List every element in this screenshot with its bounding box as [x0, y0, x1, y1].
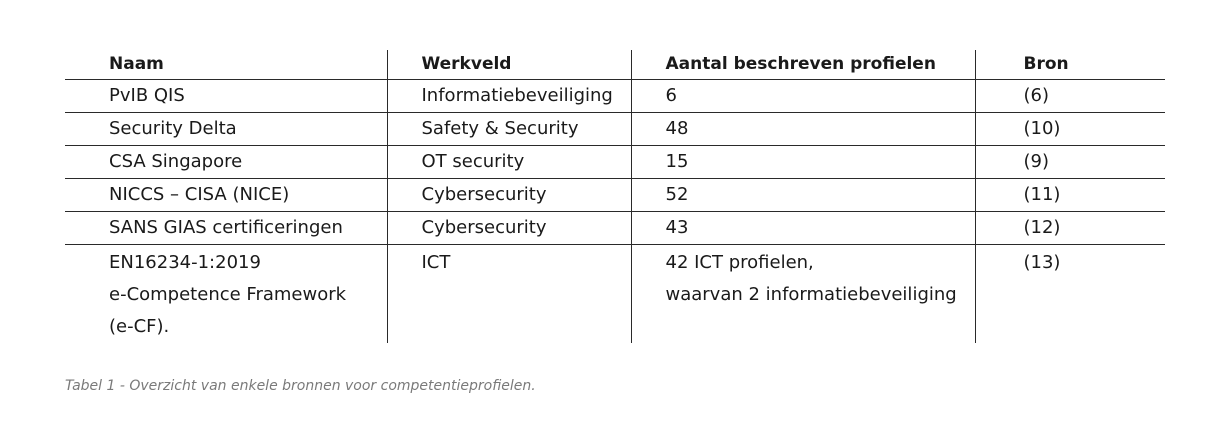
cell-naam-line: e-Competence Framework	[109, 284, 347, 305]
cell-werkveld: Cybersecurity	[386, 178, 631, 212]
cell-naam-line: NICCS – CISA (NICE)	[109, 184, 290, 205]
cell-aantal: 15	[630, 145, 975, 179]
cell-aantal-line: 42 ICT profielen,	[665, 252, 814, 273]
cell-naam: SANS GIAS certificeringen	[65, 211, 387, 245]
header-bron: Bron	[974, 50, 1165, 80]
table-row: NICCS – CISA (NICE) Cybersecurity 52 (11)	[65, 178, 1165, 212]
cell-aantal-line: waarvan 2 informatiebeveiliging	[665, 284, 957, 305]
table-row: EN16234-1:2019 e-Competence Framework (e-C…	[65, 244, 1165, 344]
header-naam: Naam	[65, 50, 387, 80]
competence-sources-table-container: Naam Werkveld Aantal beschreven profiele…	[65, 50, 1165, 343]
cell-werkveld: Cybersecurity	[386, 211, 631, 245]
cell-naam: CSA Singapore	[65, 145, 387, 179]
cell-werkveld: Safety & Security	[386, 112, 631, 146]
cell-werkveld-line: OT security	[421, 151, 525, 172]
header-aantal: Aantal beschreven profielen	[630, 50, 975, 80]
cell-naam: Security Delta	[65, 112, 387, 146]
cell-aantal-line: 48	[665, 118, 689, 139]
cell-werkveld-line: ICT	[421, 252, 451, 273]
cell-naam: EN16234-1:2019 e-Competence Framework (e-C…	[65, 245, 387, 344]
cell-naam-line: SANS GIAS certificeringen	[109, 217, 343, 238]
cell-bron: (12)	[974, 211, 1165, 245]
cell-bron-line: (6)	[1023, 85, 1050, 106]
table-caption: Tabel 1 - Overzicht van enkele bronnen v…	[65, 378, 536, 394]
cell-aantal: 43	[630, 211, 975, 245]
table-row: SANS GIAS certificeringen Cybersecurity 43…	[65, 211, 1165, 245]
table-row: PvIB QIS Informatiebeveiliging 6 (6)	[65, 79, 1165, 113]
cell-aantal: 48	[630, 112, 975, 146]
cell-bron: (6)	[974, 79, 1165, 113]
cell-naam-line: PvIB QIS	[109, 85, 185, 106]
table-row: Security Delta Safety & Security 48 (10)	[65, 112, 1165, 146]
cell-aantal-line: 52	[665, 184, 689, 205]
cell-aantal-line: 6	[665, 85, 677, 106]
cell-naam-line: Security Delta	[109, 118, 237, 139]
cell-werkveld: Informatiebeveiliging	[386, 79, 631, 113]
cell-werkveld-line: Cybersecurity	[421, 217, 547, 238]
table-header-row: Naam Werkveld Aantal beschreven profiele…	[65, 50, 1165, 80]
cell-naam-line: CSA Singapore	[109, 151, 243, 172]
cell-bron: (9)	[974, 145, 1165, 179]
cell-werkveld: OT security	[386, 145, 631, 179]
cell-bron-line: (10)	[1023, 118, 1061, 139]
cell-werkveld: ICT	[386, 244, 631, 343]
competence-sources-table: Naam Werkveld Aantal beschreven profiele…	[65, 50, 1165, 343]
cell-werkveld-line: Cybersecurity	[421, 184, 547, 205]
table-body: PvIB QIS Informatiebeveiliging 6 (6) Securit…	[65, 79, 1165, 344]
table-row: CSA Singapore OT security 15 (9)	[65, 145, 1165, 179]
cell-naam: PvIB QIS	[65, 79, 387, 113]
cell-aantal: 52	[630, 178, 975, 212]
cell-aantal-line: 15	[665, 151, 689, 172]
cell-bron-line: (11)	[1023, 184, 1061, 205]
cell-aantal-line: 43	[665, 217, 689, 238]
cell-bron-line: (13)	[1023, 252, 1061, 273]
cell-bron: (11)	[974, 178, 1165, 212]
cell-werkveld-line: Safety & Security	[421, 118, 579, 139]
cell-bron-line: (12)	[1023, 217, 1061, 238]
cell-werkveld-line: Informatiebeveiliging	[421, 85, 613, 106]
cell-bron: (13)	[974, 244, 1165, 343]
cell-naam-line: (e-CF).	[109, 316, 170, 337]
header-werkveld: Werkveld	[386, 50, 631, 80]
cell-naam-line: EN16234-1:2019	[109, 252, 261, 273]
cell-bron-line: (9)	[1023, 151, 1050, 172]
cell-naam: NICCS – CISA (NICE)	[65, 178, 387, 212]
cell-bron: (10)	[974, 112, 1165, 146]
cell-aantal: 6	[630, 79, 975, 113]
cell-aantal: 42 ICT profielen, waarvan 2 informatiebev…	[630, 244, 975, 343]
